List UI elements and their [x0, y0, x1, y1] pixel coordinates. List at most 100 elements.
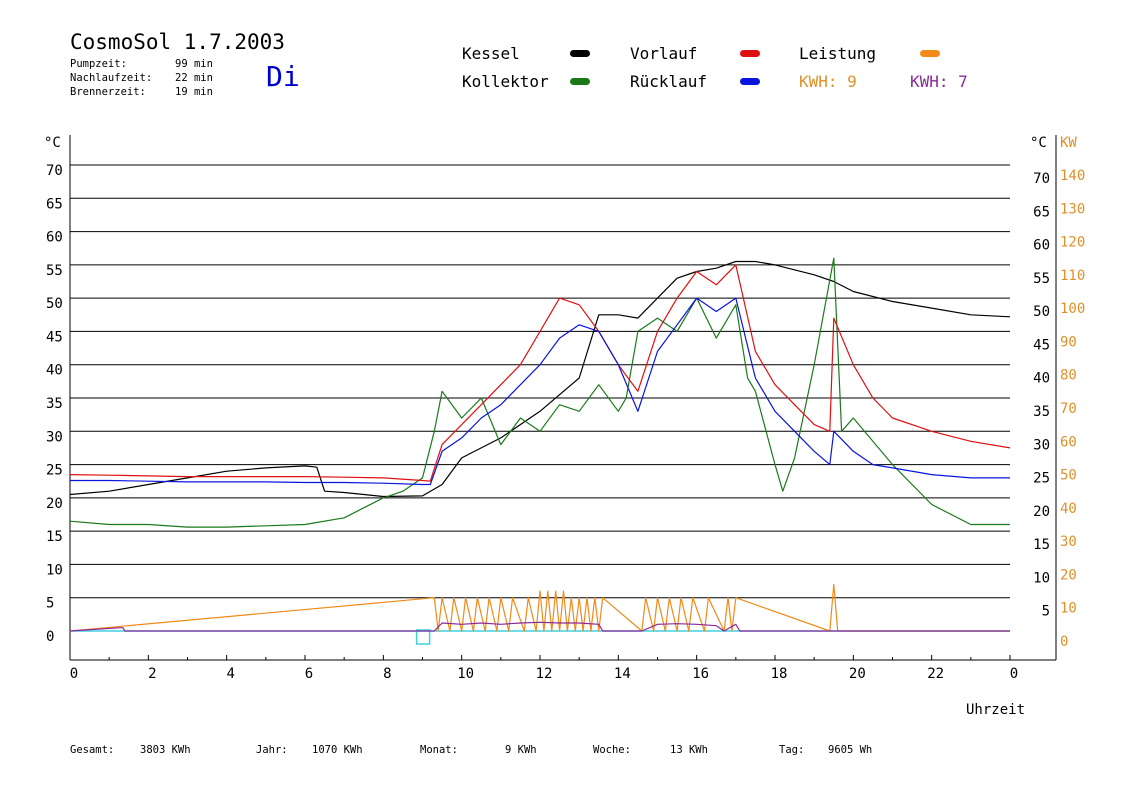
y-tick-label-left: 50 [46, 296, 63, 312]
y-tick-label-left: 65 [46, 196, 63, 212]
x-tick-label: 6 [305, 666, 313, 682]
legend-leistung-label: Leistung [799, 44, 877, 63]
y-tick-label-right: 50 [1033, 304, 1050, 320]
y-tick-label-kw: 120 [1060, 235, 1085, 251]
x-tick-label: 16 [692, 666, 709, 682]
y-tick-label-right: 10 [1033, 570, 1050, 586]
y-tick-label-kw: 50 [1060, 468, 1077, 484]
x-tick-label: 18 [771, 666, 788, 682]
footer-monat-value: 9 KWh [505, 744, 537, 756]
y-tick-label-kw: 100 [1060, 301, 1085, 317]
y-tick-label-left: 40 [46, 363, 63, 379]
legend-kessel-swatch [570, 50, 590, 57]
y-tick-label-right: 60 [1033, 238, 1050, 254]
footer-monat-label: Monat: [420, 744, 458, 756]
y-tick-label-kw: 20 [1060, 567, 1077, 583]
y-tick-label-kw: 60 [1060, 434, 1077, 450]
legend-kwh-1: KWH: 9 [799, 72, 857, 91]
footer-gesamt-label: Gesamt: [70, 744, 115, 756]
stat-pumpzeit-value: 99 min [175, 58, 213, 70]
grid-lines [70, 164, 1010, 599]
x-tick-label: 20 [849, 666, 866, 682]
footer-woche-label: Woche: [593, 744, 631, 756]
series-group [69, 257, 1011, 632]
y-tick-label-left: 60 [46, 230, 63, 246]
stat-brennerzeit-value: 19 min [175, 86, 213, 98]
y-tick-label-kw: 40 [1060, 501, 1077, 517]
series-line-kessel [69, 260, 1011, 498]
y-tick-label-right: 45 [1033, 337, 1050, 353]
y-tick-label-kw: 80 [1060, 368, 1077, 384]
legend-ruecklauf-swatch [740, 78, 760, 85]
x-tick-label: 0 [1010, 666, 1018, 682]
y-tick-label-right: 70 [1033, 171, 1050, 187]
y-tick-label-left: 30 [46, 429, 63, 445]
y-tick-label-kw: 110 [1060, 268, 1085, 284]
footer-gesamt-value: 3803 KWh [140, 744, 191, 756]
y-tick-label-right: 5 [1042, 604, 1050, 620]
series-line-leistung [69, 583, 1010, 632]
legend-vorlauf-label: Vorlauf [630, 44, 698, 63]
y-tick-label-kw: 90 [1060, 334, 1077, 350]
y-axis-unit-left: °C [44, 135, 61, 151]
y-tick-label-left: 25 [46, 463, 63, 479]
legend-kollektor-label: Kollektor [462, 72, 549, 91]
y-tick-label-right: 40 [1033, 371, 1050, 387]
y-tick-label-kw: 140 [1060, 168, 1085, 184]
footer-woche-value: 13 KWh [670, 744, 708, 756]
y-tick-label-right: 35 [1033, 404, 1050, 420]
series-line-kwh [69, 621, 1010, 632]
legend-kessel-label: Kessel [462, 44, 520, 63]
footer-tag-value: 9605 Wh [828, 744, 873, 756]
cyan-marker [415, 629, 431, 645]
x-tick-label: 4 [226, 666, 234, 682]
stat-nachlaufzeit-value: 22 min [175, 72, 213, 84]
y-tick-label-kw: 10 [1060, 601, 1077, 617]
y-tick-label-kw: 0 [1060, 634, 1068, 650]
y-tick-label-right: 20 [1033, 504, 1050, 520]
y-tick-label-left: 35 [46, 396, 63, 412]
y-tick-label-left: 70 [46, 163, 63, 179]
y-axis-unit-kw: KW [1060, 135, 1077, 151]
legend-kwh-2: KWH: 7 [910, 72, 968, 91]
y-tick-label-left: 55 [46, 263, 63, 279]
x-tick-label: 8 [383, 666, 391, 682]
series-line-kollektor [69, 257, 1010, 528]
y-tick-label-right: 30 [1033, 437, 1050, 453]
x-tick-label: 12 [536, 666, 553, 682]
tick-labels: 7065605550454035302520151050706560555045… [44, 135, 1085, 718]
y-tick-label-right: 25 [1033, 471, 1050, 487]
x-tick-label: 14 [614, 666, 631, 682]
chart-title: CosmoSol 1.7.2003 [70, 30, 285, 54]
x-tick-label: 2 [148, 666, 156, 682]
legend-leistung-swatch [920, 50, 940, 57]
y-tick-label-kw: 130 [1060, 201, 1085, 217]
y-tick-label-right: 55 [1033, 271, 1050, 287]
y-tick-label-left: 20 [46, 496, 63, 512]
footer-jahr-value: 1070 KWh [312, 744, 363, 756]
series-line-vorlauf [69, 264, 1011, 482]
x-tick-label: 0 [70, 666, 78, 682]
y-axis-unit-right: °C [1030, 135, 1047, 151]
y-tick-label-left: 15 [46, 529, 63, 545]
weekday-label: Di [266, 60, 300, 93]
footer-tag-label: Tag: [779, 744, 805, 756]
series-line-r-cklauf [70, 297, 1010, 486]
stat-pumpzeit-label: Pumpzeit: [70, 58, 127, 70]
stat-brennerzeit-label: Brennerzeit: [70, 86, 146, 98]
x-axis-label: Uhrzeit [966, 702, 1025, 718]
y-tick-label-right: 15 [1033, 537, 1050, 553]
legend-ruecklauf-label: Rücklauf [630, 72, 708, 91]
stat-nachlaufzeit-label: Nachlaufzeit: [70, 72, 153, 84]
y-tick-label-kw: 30 [1060, 534, 1077, 550]
y-tick-label-kw: 70 [1060, 401, 1077, 417]
legend-vorlauf-swatch [740, 50, 760, 57]
legend-kollektor-swatch [570, 78, 590, 85]
y-tick-label-right: 65 [1033, 204, 1050, 220]
y-tick-label-left: 10 [46, 562, 63, 578]
y-tick-label-left: 45 [46, 329, 63, 345]
x-tick-label: 22 [927, 666, 944, 682]
y-tick-label-left: 0 [46, 629, 54, 645]
footer-jahr-label: Jahr: [256, 744, 288, 756]
